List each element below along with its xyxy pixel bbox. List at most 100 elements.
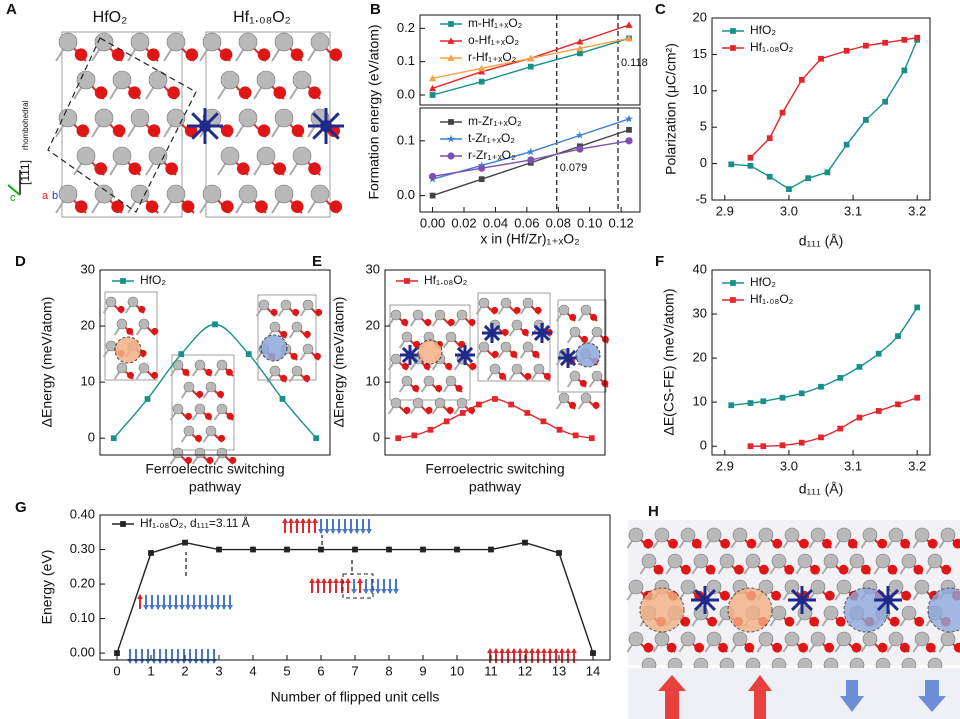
atom (76, 70, 96, 90)
atom (700, 595, 710, 605)
atom (194, 403, 206, 415)
atom (706, 527, 722, 543)
atom (940, 527, 956, 543)
marker (420, 546, 426, 553)
atom (883, 595, 893, 605)
marker (540, 418, 547, 425)
atom (705, 564, 716, 575)
atom (406, 351, 414, 359)
atom (274, 32, 294, 52)
y-tick-label: 0.0 (397, 187, 415, 202)
atom (643, 642, 654, 653)
legend-label: o-Hf₁₊ₓO₂ (468, 33, 519, 47)
atom (888, 631, 904, 647)
atom (434, 397, 446, 409)
marker (728, 161, 735, 168)
x-tick-label: 13 (552, 663, 566, 678)
marker (837, 425, 844, 432)
dipole-arrow (375, 589, 381, 594)
atom (641, 553, 657, 569)
dipole-arrow (221, 605, 227, 610)
marker (212, 321, 218, 328)
dipole-arrow (345, 578, 351, 583)
atom (461, 351, 469, 359)
dipole-arrow (393, 589, 399, 594)
atom (151, 371, 159, 379)
highlight (727, 587, 773, 633)
plot-frame (419, 107, 641, 213)
y-tick-label: 5 (700, 119, 707, 134)
x-tick-label: 3.1 (844, 203, 862, 218)
marker (478, 176, 485, 183)
polarization-arrow (748, 675, 772, 719)
marker (245, 351, 252, 357)
atom (734, 564, 744, 575)
atom (914, 579, 930, 595)
marker (577, 50, 583, 57)
marker (914, 394, 921, 401)
atom (522, 297, 534, 309)
atom (914, 631, 930, 647)
panel-letter: A (6, 1, 17, 18)
legend-label: Hf₁.₀₈O₂ (750, 40, 794, 54)
dipole-arrow (381, 589, 387, 594)
marker (526, 147, 535, 156)
marker (284, 546, 290, 553)
atom (303, 374, 311, 382)
x-tick-label: 8 (385, 663, 392, 678)
axis-label: a (42, 190, 49, 202)
y-tick-label: 10 (693, 394, 707, 409)
series-line (731, 39, 918, 190)
atom (532, 350, 540, 358)
atom (202, 184, 222, 204)
dipole-arrow (167, 605, 173, 610)
panel-letter: F (655, 253, 664, 270)
atom (320, 120, 332, 132)
dipole-arrow (155, 605, 161, 610)
atom (229, 456, 237, 464)
atom (667, 553, 683, 569)
atom (206, 456, 214, 464)
atom (111, 48, 125, 61)
marker (318, 546, 324, 553)
atom (758, 579, 774, 595)
atom (128, 162, 142, 175)
atom (707, 616, 718, 627)
atom (184, 124, 198, 137)
x-tick-label: 3.0 (780, 458, 798, 473)
y-tick-label: 0 (700, 438, 707, 453)
x-axis-label: Ferroelectric switching (145, 461, 284, 477)
marker (856, 414, 863, 421)
structure-label: Hf₁.₀₈O₂ (233, 9, 291, 26)
y-tick-label: 30 (366, 261, 380, 276)
atom (500, 341, 512, 353)
y-tick-label: 10 (693, 82, 707, 97)
atom (255, 200, 268, 213)
dipole-arrow (203, 605, 209, 610)
marker (747, 154, 754, 161)
atom (218, 434, 226, 442)
atom (758, 527, 774, 543)
atom (836, 579, 852, 595)
y-tick-label: 20 (693, 350, 707, 365)
atom (74, 200, 88, 213)
dipole-arrow (336, 529, 342, 534)
x-axis-label: Ferroelectric switching (425, 461, 564, 477)
dipole-arrow (505, 648, 511, 653)
dipole-arrow (357, 578, 363, 583)
atom (280, 330, 288, 338)
atom (889, 616, 900, 627)
marker (478, 78, 485, 85)
atom (875, 553, 891, 569)
marker (624, 114, 634, 123)
atom (680, 564, 691, 575)
plot-frame (711, 269, 931, 456)
x-tick-label: 14 (586, 663, 600, 678)
y-axis-label: ΔEnergy (meV/atom) (39, 297, 55, 428)
atom (390, 309, 402, 321)
atom (269, 365, 281, 377)
atom (220, 124, 234, 137)
atom (238, 184, 258, 204)
marker (625, 34, 633, 42)
legend-marker (120, 278, 126, 284)
